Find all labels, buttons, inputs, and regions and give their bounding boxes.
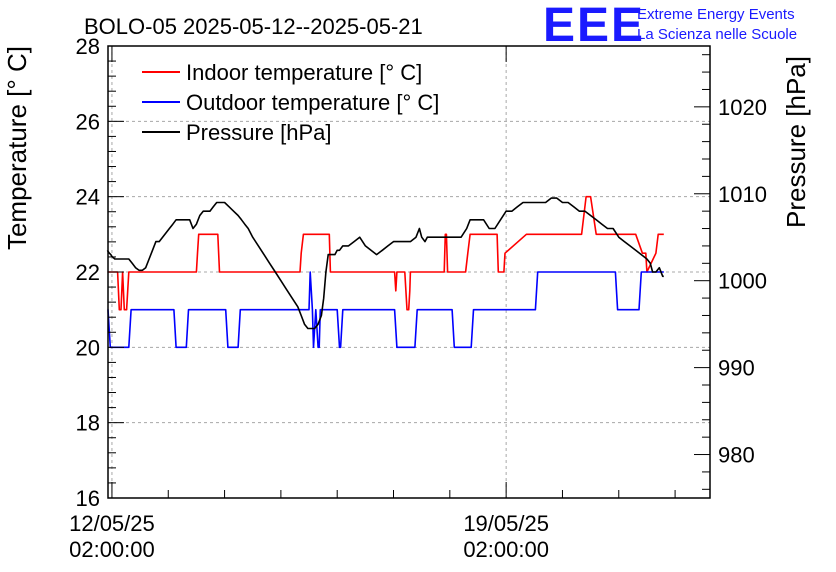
y-tick-label: 20 [76, 335, 100, 360]
y2-axis-title: Pressure [hPa] [781, 56, 811, 228]
chart-title: BOLO-05 2025-05-12--2025-05-21 [84, 14, 423, 39]
y2-tick-label: 1010 [718, 182, 767, 207]
legend: Indoor temperature [° C] Outdoor tempera… [142, 60, 439, 145]
legend-label-pressure: Pressure [hPa] [186, 120, 332, 145]
tick-labels: 16 18 20 22 24 26 28 980 990 1000 1010 1020 12/05/25… [69, 34, 767, 562]
legend-label-indoor: Indoor temperature [° C] [186, 60, 422, 85]
series-lines [106, 195, 664, 349]
y2-tick-label: 980 [718, 443, 755, 468]
y2-tick-label: 1000 [718, 269, 767, 294]
y-tick-label: 22 [76, 260, 100, 285]
pressure-line [106, 197, 664, 330]
axis-ticks [108, 45, 710, 499]
legend-label-outdoor: Outdoor temperature [° C] [186, 90, 439, 115]
y2-tick-label: 1020 [718, 95, 767, 120]
x-tick-label-date: 12/05/25 [69, 511, 155, 536]
logo-line-1: Extreme Energy Events [637, 6, 795, 23]
x-tick-label-time: 02:00:00 [69, 537, 155, 562]
y-tick-label: 26 [76, 109, 100, 134]
outdoor-temperature-line [107, 271, 664, 349]
x-tick-label-time: 02:00:00 [463, 537, 549, 562]
y-tick-label: 28 [76, 34, 100, 59]
x-tick-label-date: 19/05/25 [463, 511, 549, 536]
y-tick-label: 24 [76, 185, 100, 210]
logo-line-2: La Scienza nelle Scuole [637, 26, 797, 43]
indoor-temperature-line [107, 195, 664, 311]
y-tick-label: 16 [76, 486, 100, 511]
logo-mark: EEE [543, 0, 645, 52]
y-tick-label: 18 [76, 411, 100, 436]
logo: EEE Extreme Energy Events La Scienza nel… [543, 0, 797, 52]
y-axis-title: Temperature [° C] [2, 46, 32, 250]
y2-tick-label: 990 [718, 356, 755, 381]
